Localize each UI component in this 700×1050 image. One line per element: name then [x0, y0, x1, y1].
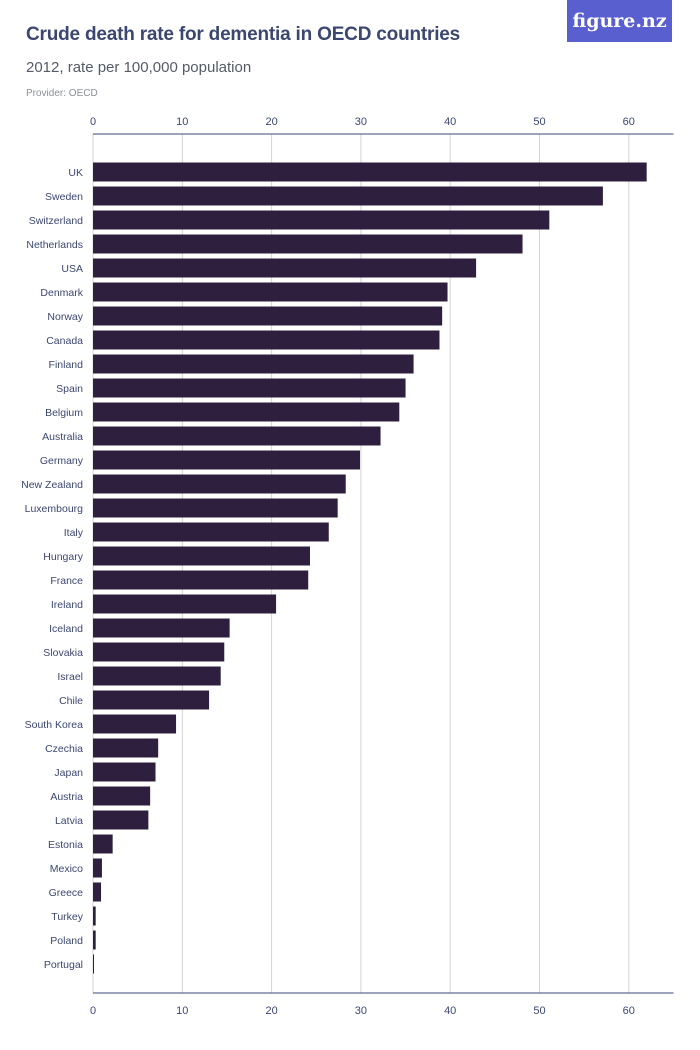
bar [93, 882, 102, 902]
bar [93, 666, 221, 686]
category-label: Ireland [51, 599, 83, 611]
bar [93, 282, 448, 302]
bar [93, 450, 361, 470]
category-label: Estonia [48, 839, 83, 851]
bar [93, 162, 647, 182]
bar [93, 546, 310, 566]
figure-nz-logo[interactable]: figure.nz [567, 0, 672, 42]
bar [93, 258, 477, 278]
category-label: Spain [56, 383, 83, 395]
bottom-tick-label: 0 [90, 1005, 96, 1017]
bar [93, 906, 96, 926]
bar [93, 522, 329, 542]
bar [93, 498, 338, 518]
bar [93, 930, 96, 950]
category-label: Belgium [45, 407, 83, 419]
bar [93, 210, 550, 230]
top-tick-label: 20 [265, 116, 277, 128]
bar [93, 426, 381, 446]
bar [93, 786, 151, 806]
category-label: Japan [54, 767, 83, 779]
category-label: Poland [50, 935, 83, 947]
category-label: Netherlands [26, 239, 83, 251]
bar [93, 810, 149, 830]
bar [93, 306, 443, 326]
category-label: Austria [50, 791, 83, 803]
top-tick-label: 50 [533, 116, 545, 128]
category-label: Luxembourg [25, 503, 84, 515]
bar [93, 354, 414, 374]
bar [93, 690, 210, 710]
category-label: Mexico [50, 863, 83, 875]
top-tick-label: 40 [444, 116, 456, 128]
bar [93, 378, 406, 398]
bar [93, 234, 523, 254]
bar [93, 858, 102, 878]
bars [93, 162, 647, 974]
chart-title: Crude death rate for dementia in OECD co… [26, 24, 461, 45]
bottom-tick-label: 60 [623, 1005, 635, 1017]
category-label: Hungary [43, 551, 83, 563]
category-label: Finland [49, 359, 84, 371]
category-label: Switzerland [29, 215, 83, 227]
category-label: Latvia [55, 815, 83, 827]
category-label: Greece [49, 887, 84, 899]
category-label: Israel [57, 671, 83, 683]
bar [93, 330, 440, 350]
category-label: Sweden [45, 191, 83, 203]
provider-label: Provider: OECD [26, 88, 98, 99]
bar [93, 618, 230, 638]
category-label: Slovakia [43, 647, 83, 659]
top-tick-label: 10 [176, 116, 188, 128]
category-label: Canada [46, 335, 83, 347]
category-label: Italy [64, 527, 84, 539]
category-label: Norway [47, 311, 83, 323]
bottom-tick-label: 30 [355, 1005, 367, 1017]
category-label: Portugal [44, 959, 83, 971]
bar [93, 714, 177, 734]
top-tick-label: 60 [623, 116, 635, 128]
category-label: South Korea [25, 719, 84, 731]
top-tick-label: 0 [90, 116, 96, 128]
category-label: Iceland [49, 623, 83, 635]
bottom-tick-label: 40 [444, 1005, 456, 1017]
bar [93, 594, 277, 614]
category-label: Australia [42, 431, 83, 443]
bar [93, 762, 156, 782]
chart-subtitle: 2012, rate per 100,000 population [26, 59, 252, 76]
bottom-tick-label: 50 [533, 1005, 545, 1017]
category-label: Chile [59, 695, 83, 707]
category-labels: UK Sweden Switzerland Netherlands USA Denmark… [21, 167, 84, 971]
bar [93, 642, 225, 662]
bar [93, 738, 159, 758]
category-label: USA [61, 263, 83, 275]
category-label: UK [68, 167, 83, 179]
bar [93, 186, 603, 206]
top-tick-label: 30 [355, 116, 367, 128]
bar [93, 474, 346, 494]
bottom-tick-label: 20 [265, 1005, 277, 1017]
category-label: Denmark [40, 287, 83, 299]
category-label: Turkey [51, 911, 83, 923]
bar [93, 954, 94, 974]
category-label: Czechia [45, 743, 83, 755]
bar [93, 402, 400, 422]
category-label: New Zealand [21, 479, 83, 491]
category-label: France [50, 575, 83, 587]
bar [93, 834, 113, 854]
bottom-axis: 0 10 20 30 40 50 60 [90, 1005, 635, 1017]
bottom-tick-label: 10 [176, 1005, 188, 1017]
bar [93, 570, 309, 590]
top-axis: 0 10 20 30 40 50 60 [90, 116, 635, 128]
category-label: Germany [40, 455, 84, 467]
